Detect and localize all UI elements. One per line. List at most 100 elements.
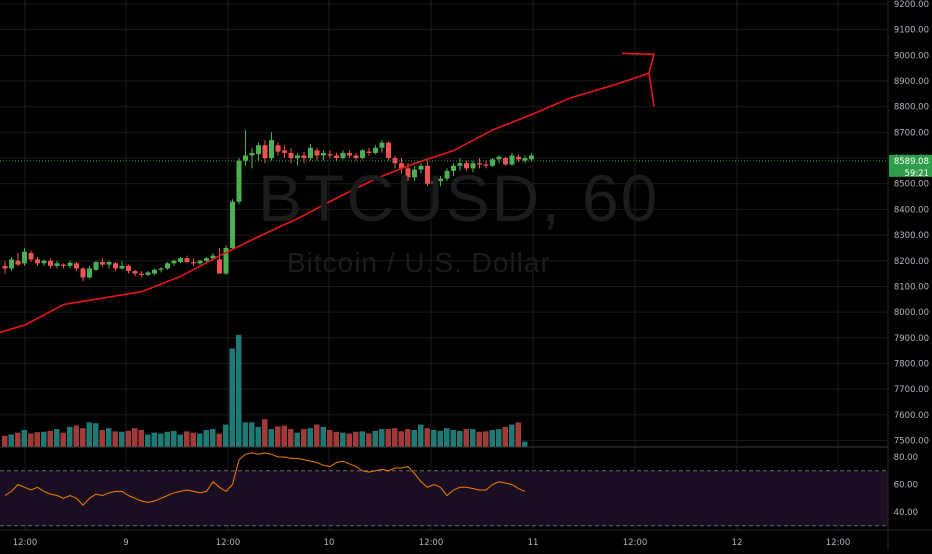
candle-body — [399, 163, 404, 169]
candle-body — [340, 152, 346, 159]
volume-bar — [496, 429, 502, 447]
volume-bar — [2, 435, 8, 447]
candle-body — [41, 260, 47, 264]
volume-bar — [463, 429, 469, 447]
volume-bar — [288, 429, 294, 447]
volume-bar — [125, 430, 131, 447]
rsi-axis[interactable]: 80.00 60.00 40.00 — [894, 453, 918, 518]
price-tick-label: 7800.00 — [894, 359, 929, 369]
volume-bar — [190, 432, 196, 447]
candle-body — [61, 264, 66, 266]
volume-bar — [151, 432, 157, 447]
price-tick-label: 9100.00 — [894, 26, 929, 36]
candle-body — [171, 260, 177, 264]
candle-body — [327, 154, 333, 156]
candle-body — [483, 164, 489, 166]
candle-body — [184, 258, 190, 263]
candle-body — [321, 152, 326, 156]
candle-body — [67, 262, 73, 266]
price-tick-label: 9200.00 — [894, 0, 929, 10]
volume-bar — [405, 429, 411, 447]
volume-bar — [398, 431, 404, 447]
candle-body — [9, 259, 14, 269]
time-tick-label: 12:00 — [13, 538, 38, 548]
candle-body — [230, 201, 235, 248]
candle-body — [418, 165, 424, 170]
rsi-line — [4, 452, 526, 506]
candle-body — [360, 150, 365, 159]
time-tick-label: 11 — [528, 538, 539, 548]
price-tick-label: 8800.00 — [894, 103, 929, 113]
candle-body — [243, 155, 248, 161]
volume-bar — [437, 430, 443, 447]
volume-bar — [431, 429, 437, 447]
time-tick-label: 12:00 — [216, 538, 241, 548]
time-tick-label: 9 — [123, 538, 128, 548]
candle-body — [503, 158, 508, 165]
volume-bar — [73, 425, 79, 447]
volume-bar — [223, 424, 229, 447]
price-tick-label: 7600.00 — [894, 411, 929, 421]
rsi-tick-label: 60.00 — [894, 481, 918, 491]
volume-bar — [229, 348, 235, 447]
candle-body — [87, 268, 92, 278]
volume-bar — [249, 422, 255, 447]
candle-body — [132, 271, 138, 274]
volume-bars — [2, 335, 528, 447]
volume-bar — [145, 434, 151, 447]
volume-bar — [340, 432, 346, 447]
time-axis[interactable]: 12:00 9 12:00 10 12:00 11 12:00 12 12:00 — [13, 538, 851, 548]
price-axis[interactable]: 9200.00 9100.00 9000.00 8900.00 8800.00 8700.… — [894, 0, 929, 447]
price-tick-label: 7900.00 — [894, 334, 929, 344]
price-tick-label: 8200.00 — [894, 257, 929, 267]
candle-body — [392, 158, 398, 164]
volume-bar — [184, 431, 190, 447]
volume-bar — [320, 426, 326, 447]
candle-body — [386, 142, 391, 159]
candle-body — [106, 262, 112, 265]
candle-body — [35, 259, 40, 264]
candle-body — [425, 165, 430, 184]
candle-body — [334, 155, 339, 159]
volume-bar — [158, 433, 164, 447]
volume-bar — [346, 433, 352, 447]
grid-lines — [0, 0, 888, 530]
candle-body — [178, 258, 183, 263]
candle-body — [197, 260, 203, 264]
volume-bar — [424, 428, 430, 447]
candle-body — [470, 163, 476, 169]
volume-bar — [119, 431, 125, 447]
volume-bar — [8, 434, 14, 447]
candle-body — [457, 163, 463, 166]
volume-bar — [275, 426, 281, 447]
candle-body — [282, 150, 287, 153]
candle-body — [275, 145, 281, 152]
trendline-arrowhead — [621, 52, 656, 107]
drawn-trendline[interactable] — [0, 52, 656, 336]
candle-body — [54, 263, 60, 266]
countdown-label: 59:21 — [905, 169, 930, 179]
volume-bar — [236, 335, 242, 447]
volume-bar — [502, 426, 508, 447]
candle-body — [496, 156, 502, 160]
candle-body — [295, 155, 300, 159]
volume-bar — [28, 433, 34, 447]
volume-bar — [197, 433, 203, 447]
volume-bar — [54, 429, 60, 447]
candle-body — [158, 268, 164, 270]
volume-bar — [112, 431, 118, 447]
candle-body — [15, 260, 21, 265]
candle-body — [379, 142, 385, 148]
volume-bar — [379, 429, 385, 447]
candle-body — [373, 147, 378, 153]
candle-body — [236, 160, 242, 202]
volume-bar — [132, 428, 138, 447]
volume-bar — [385, 429, 391, 447]
candle-body — [74, 263, 79, 269]
volume-bar — [411, 429, 417, 447]
price-tick-label: 8700.00 — [894, 128, 929, 138]
candle-body — [28, 253, 34, 260]
volume-bar — [418, 424, 424, 447]
